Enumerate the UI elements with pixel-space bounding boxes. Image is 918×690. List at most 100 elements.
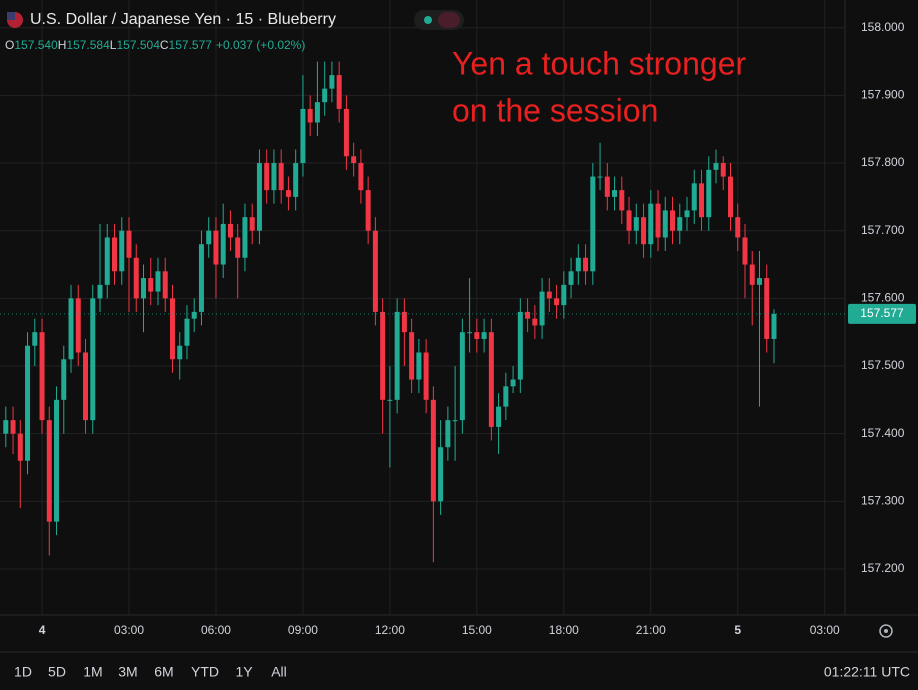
ohlc-value: 157.504 (116, 38, 160, 52)
candles (3, 61, 777, 563)
candle-body (3, 420, 9, 434)
candle-body (735, 217, 741, 238)
candle-body (641, 217, 647, 245)
candle-body (242, 217, 248, 258)
x-tick-label: 12:00 (375, 623, 405, 637)
candle-body (467, 332, 473, 334)
candle-body (539, 291, 545, 326)
candle-body (39, 332, 45, 421)
candle-body (90, 298, 96, 421)
x-tick-label: 15:00 (462, 623, 492, 637)
candle-body (394, 311, 400, 400)
candle-body (32, 332, 38, 346)
chart-title: U.S. Dollar / Japanese Yen · 15 · Bluebe… (30, 11, 336, 28)
range-button[interactable]: YTD (191, 664, 219, 680)
annotation-line: Yen a touch stronger (452, 45, 746, 81)
candle-body (133, 257, 139, 299)
candle-body (510, 379, 516, 387)
candle-body (278, 163, 284, 191)
candle-body (496, 406, 502, 427)
x-tick-label: 5 (734, 623, 741, 637)
candle-body (68, 298, 74, 360)
range-button[interactable]: 1Y (235, 664, 253, 680)
candle-body (561, 284, 567, 306)
candle-body (517, 311, 523, 380)
candle-body (351, 156, 357, 164)
candle-body (655, 203, 661, 238)
range-button[interactable]: 6M (154, 664, 173, 680)
candle-body (227, 223, 233, 238)
candle-body (10, 420, 16, 434)
last-price-label: 157.577 (860, 306, 904, 320)
candle-body (191, 311, 197, 319)
settings-icon[interactable] (879, 624, 893, 638)
candle-body (648, 203, 654, 245)
candle-body (112, 237, 118, 272)
candle-body (488, 332, 494, 427)
y-tick-label: 157.900 (861, 88, 905, 102)
candle-body (155, 271, 161, 292)
candle-body (83, 352, 89, 421)
clock: 01:22:11 UTC (824, 664, 910, 680)
candle-body (358, 163, 364, 191)
x-tick-label: 18:00 (549, 623, 579, 637)
candle-body (249, 217, 255, 231)
session-icon (438, 12, 460, 28)
candle-body (633, 217, 639, 231)
candle-body (380, 311, 386, 400)
candle-body (271, 163, 277, 191)
range-button[interactable]: 5D (48, 664, 66, 680)
candle-body (749, 264, 755, 285)
candle-body (235, 237, 241, 258)
candle-body (264, 163, 270, 191)
candle-body (684, 210, 690, 218)
candle-body (677, 217, 683, 231)
candle-body (423, 352, 429, 400)
candle-body (670, 210, 676, 231)
candle-body (184, 318, 190, 346)
candle-body (300, 108, 306, 164)
candle-body (54, 399, 60, 522)
ohlc-key: C (160, 38, 169, 52)
candle-body (575, 257, 581, 272)
candle-body (546, 291, 552, 299)
candle-body (662, 210, 668, 238)
candle-body (554, 298, 560, 306)
status-dot (424, 16, 432, 24)
candle-body (474, 332, 480, 339)
candle-body (75, 298, 81, 353)
candle-body (46, 420, 52, 522)
range-button[interactable]: 1M (83, 664, 102, 680)
y-tick-label: 157.300 (861, 494, 905, 508)
x-tick-label: 06:00 (201, 623, 231, 637)
ohlc-key: H (58, 38, 67, 52)
candle-body (25, 345, 31, 461)
candle-body (706, 169, 712, 218)
y-tick-label: 157.200 (861, 561, 905, 575)
candle-body (162, 271, 168, 299)
range-button[interactable]: 3M (118, 664, 137, 680)
candle-body (198, 244, 204, 312)
settings-icon-center (884, 629, 888, 633)
candle-body (206, 230, 212, 245)
candle-body (322, 88, 328, 103)
candle-body (604, 176, 610, 197)
candle-body (177, 345, 183, 360)
candle-body (699, 183, 705, 218)
grid (0, 0, 845, 615)
candle-body (481, 332, 487, 339)
candle-body (140, 278, 146, 299)
candle-body (438, 447, 444, 502)
candle-body (409, 332, 415, 380)
range-button[interactable]: 1D (14, 664, 32, 680)
x-tick-label: 03:00 (114, 623, 144, 637)
candle-body (97, 284, 103, 299)
y-tick-label: 157.800 (861, 155, 905, 169)
y-tick-label: 157.400 (861, 426, 905, 440)
candle-body (452, 420, 458, 422)
candle-body (430, 399, 436, 502)
candle-body (713, 163, 719, 170)
candle-body (61, 359, 67, 400)
range-button[interactable]: All (271, 664, 287, 680)
candle-body (764, 278, 770, 339)
